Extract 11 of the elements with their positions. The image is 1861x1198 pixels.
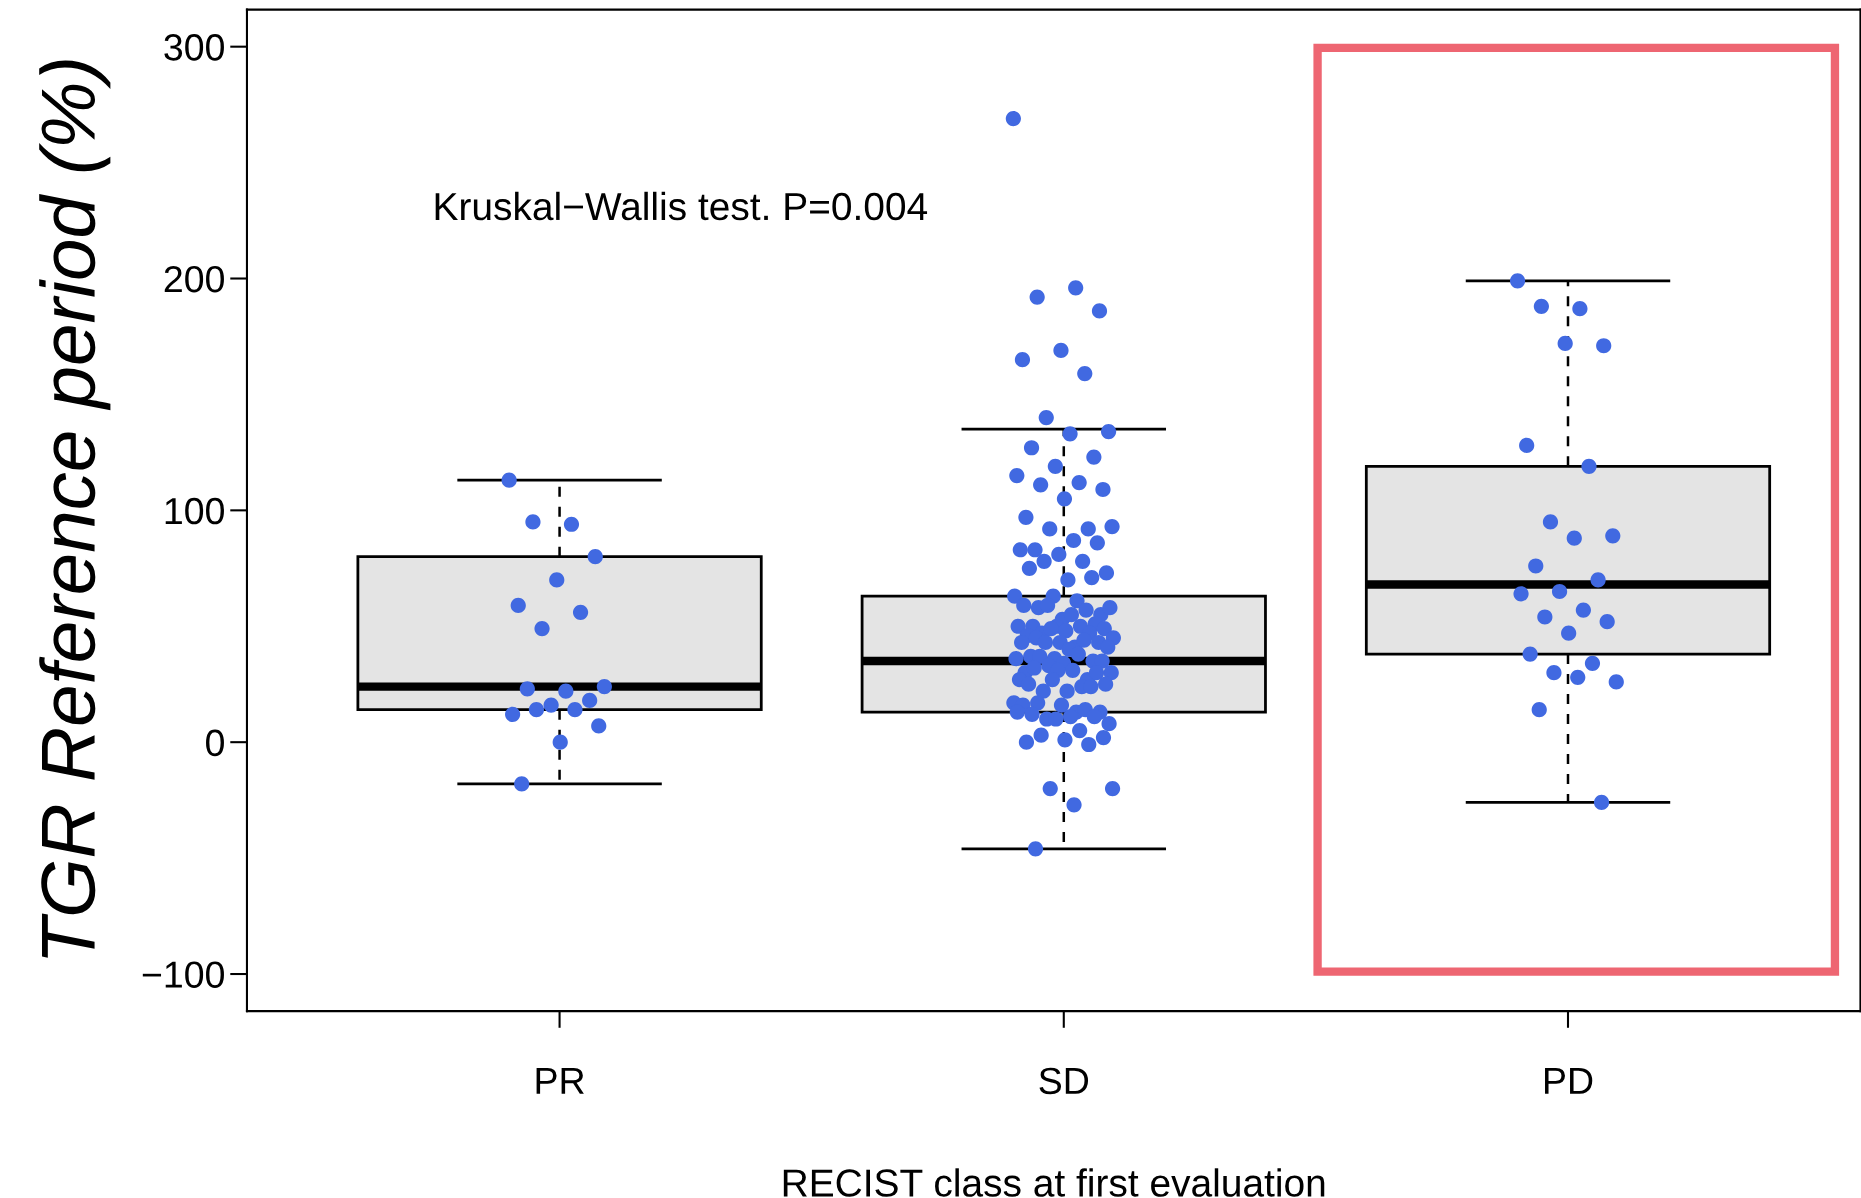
y-axis-title: TGR Reference period (%) [39,60,111,958]
x-tick-label: PR [536,1068,584,1094]
y-tick-label: 0 [206,729,224,757]
x-tick-label: PD [1545,1068,1593,1094]
y-tick-label: −100 [142,961,224,988]
y-tick-label: 200 [164,265,224,293]
x-axis-title: RECIST class at first evaluation [783,1168,1325,1197]
y-tick-label: 300 [164,34,224,61]
y-tick-label: 100 [165,497,224,525]
x-tick-label: SD [1039,1067,1089,1095]
annotation: Kruskal−Wallis test. P=0.004 [435,191,928,221]
